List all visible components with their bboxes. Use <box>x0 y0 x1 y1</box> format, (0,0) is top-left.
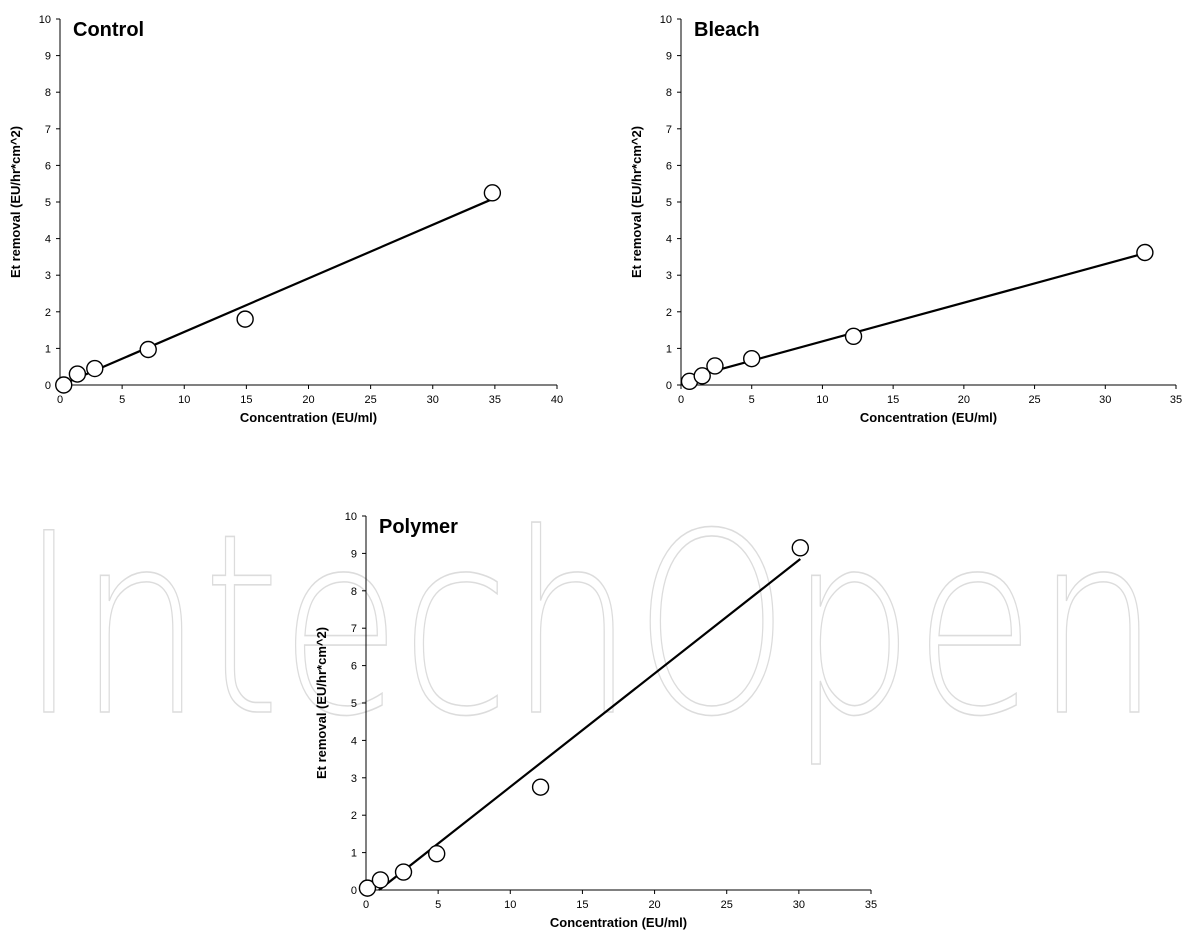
data-point <box>68 365 87 383</box>
y-tick-label: 7 <box>351 623 357 635</box>
data-point <box>706 357 724 375</box>
x-tick-label: 10 <box>178 394 190 406</box>
y-tick-label: 7 <box>45 124 51 136</box>
y-tick-label: 2 <box>351 810 357 822</box>
y-tick-label: 0 <box>45 380 51 392</box>
x-tick-label: 5 <box>749 394 755 406</box>
data-point <box>371 871 390 889</box>
y-tick-label: 4 <box>45 234 51 246</box>
y-tick-label: 3 <box>666 270 672 282</box>
y-tick-label: 1 <box>351 848 357 860</box>
y-tick-label: 5 <box>45 197 51 209</box>
y-axis-title: Et removal (EU/hr*cm^2) <box>314 627 329 779</box>
y-tick-label: 3 <box>351 773 357 785</box>
data-point <box>139 340 157 359</box>
y-tick-label: 1 <box>666 343 672 355</box>
bleach-title: Bleach <box>694 19 760 41</box>
x-tick-label: 0 <box>678 394 684 406</box>
y-tick-label: 4 <box>351 735 357 747</box>
data-point <box>844 327 863 346</box>
data-point <box>236 310 254 328</box>
control-title: Control <box>73 19 144 41</box>
y-tick-label: 6 <box>666 160 672 172</box>
trendline <box>378 558 801 891</box>
x-tick-label: 20 <box>958 394 970 406</box>
y-axis-title: Et removal (EU/hr*cm^2) <box>629 126 644 278</box>
data-point <box>743 349 761 368</box>
x-tick-label: 30 <box>1099 394 1111 406</box>
x-axis-title: Concentration (EU/ml) <box>550 915 687 930</box>
watermark-logo: IntechOpen <box>20 480 1160 771</box>
x-tick-label: 15 <box>887 394 899 406</box>
x-tick-label: 15 <box>576 899 588 911</box>
control-panel: 0 1 2 3 4 5 6 7 8 9 10 0 5 10 15 20 25 30 35 40 Concentratio… <box>8 14 563 425</box>
y-tick-label: 2 <box>45 307 51 319</box>
data-point <box>791 539 809 557</box>
trendline <box>63 198 493 385</box>
y-tick-label: 0 <box>351 885 357 897</box>
y-tick-label: 5 <box>666 197 672 209</box>
x-tick-label: 0 <box>57 394 63 406</box>
y-tick-label: 7 <box>666 124 672 136</box>
x-tick-label: 35 <box>1170 394 1182 406</box>
x-tick-label: 0 <box>363 899 369 911</box>
data-point <box>531 778 550 796</box>
y-tick-label: 4 <box>666 234 672 246</box>
x-tick-label: 40 <box>551 394 563 406</box>
y-tick-label: 9 <box>45 51 51 63</box>
x-tick-label: 35 <box>489 394 501 406</box>
y-tick-label: 10 <box>345 511 357 523</box>
x-tick-label: 5 <box>435 899 441 911</box>
y-tick-label: 8 <box>45 87 51 99</box>
data-point <box>483 184 502 202</box>
y-tick-label: 8 <box>666 87 672 99</box>
bleach-panel: 0 1 2 3 4 5 6 7 8 9 10 0 5 10 15 20 25 30 35 Concentration … <box>629 14 1182 425</box>
data-point <box>428 845 446 863</box>
x-tick-label: 30 <box>793 899 805 911</box>
data-point <box>358 879 377 897</box>
y-tick-label: 0 <box>666 380 672 392</box>
x-axis-title: Concentration (EU/ml) <box>240 410 377 425</box>
x-tick-label: 20 <box>648 899 660 911</box>
y-tick-label: 9 <box>666 51 672 63</box>
polymer-title: Polymer <box>379 516 458 538</box>
x-tick-label: 25 <box>1028 394 1040 406</box>
x-tick-label: 5 <box>119 394 125 406</box>
polymer-panel: 0 1 2 3 4 5 6 7 8 9 10 0 5 10 15 20 25 30 35 Concentration … <box>314 511 877 930</box>
y-tick-label: 6 <box>45 160 51 172</box>
y-tick-label: 5 <box>351 698 357 710</box>
x-tick-label: 25 <box>721 899 733 911</box>
data-point <box>693 367 711 385</box>
y-tick-label: 10 <box>660 14 672 26</box>
x-axis-title: Concentration (EU/ml) <box>860 410 997 425</box>
y-tick-label: 1 <box>45 343 51 355</box>
data-point <box>1136 243 1154 262</box>
y-tick-label: 3 <box>45 270 51 282</box>
data-point <box>86 359 104 378</box>
x-tick-label: 25 <box>365 394 377 406</box>
y-axis-title: Et removal (EU/hr*cm^2) <box>8 126 23 278</box>
x-tick-label: 20 <box>302 394 314 406</box>
x-tick-label: 30 <box>427 394 439 406</box>
y-tick-label: 10 <box>39 14 51 26</box>
trendline <box>689 252 1146 379</box>
y-tick-label: 8 <box>351 586 357 598</box>
y-tick-label: 6 <box>351 661 357 673</box>
x-tick-label: 10 <box>816 394 828 406</box>
data-point <box>55 376 73 394</box>
y-tick-label: 9 <box>351 548 357 560</box>
x-tick-label: 15 <box>240 394 252 406</box>
y-tick-label: 2 <box>666 307 672 319</box>
data-point <box>394 863 413 881</box>
x-tick-label: 35 <box>865 899 877 911</box>
x-tick-label: 10 <box>504 899 516 911</box>
